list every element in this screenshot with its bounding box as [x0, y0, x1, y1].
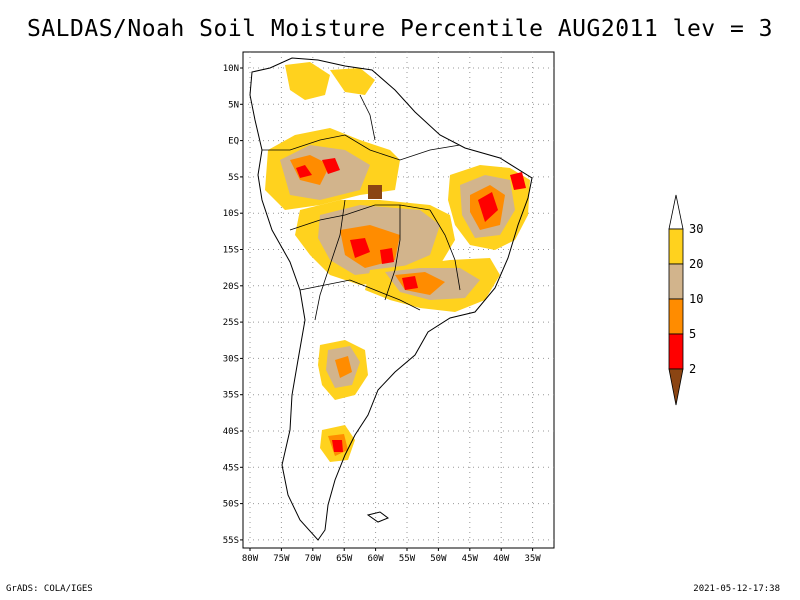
footer-credit: GrADS: COLA/IGES [6, 584, 93, 594]
lat-label: 40S [223, 427, 239, 437]
lon-label: 35W [524, 554, 541, 564]
lon-label: 80W [242, 554, 259, 564]
map-title: SALDAS/Noah Soil Moisture Percentile AUG… [26, 16, 774, 42]
lon-label: 65W [336, 554, 353, 564]
footer-timestamp: 2021-05-12-17:38 [693, 584, 780, 594]
colorbar-tick-5: 5 [689, 327, 696, 341]
lon-label: 70W [305, 554, 322, 564]
lat-label: 15S [223, 246, 239, 256]
lon-label: 75W [273, 554, 290, 564]
country-borders [262, 94, 461, 321]
lat-label: 25S [223, 318, 239, 328]
lon-label: 40W [493, 554, 510, 564]
lat-label: 10N [223, 64, 239, 74]
lon-label: 45W [462, 554, 479, 564]
lat-label: 55S [223, 536, 239, 546]
lat-label: 10S [223, 209, 239, 219]
lat-label: 45S [223, 463, 239, 473]
falkland-islands [366, 511, 390, 523]
colorbar-tick-30: 30 [689, 222, 703, 236]
soil-moisture-field [265, 62, 530, 462]
coastline [249, 57, 533, 541]
lon-label: 60W [367, 554, 384, 564]
lat-label: 30S [223, 354, 239, 364]
lat-label: EQ [228, 137, 239, 147]
lat-label: 35S [223, 391, 239, 401]
lat-label: 5N [228, 100, 239, 110]
lat-label: 20S [223, 282, 239, 292]
lon-label: 50W [430, 554, 447, 564]
lat-label: 5S [228, 173, 239, 183]
colorbar-top-arrow [668, 194, 684, 230]
lat-label: 50S [223, 500, 239, 510]
colorbar-band-10-20 [668, 263, 684, 300]
latitude-labels: 10N 5N EQ 5S 10S 15S 20S 25S 30S 35S 40S 45S 50S 55S [223, 64, 243, 546]
colorbar-band-5-10 [668, 298, 684, 335]
colorbar-bottom-arrow [668, 368, 684, 406]
longitude-labels: 80W 75W 70W 65W 60W 55W 50W 45W 40W 35W [242, 548, 541, 564]
colorbar: 30 20 10 5 2 [668, 194, 703, 406]
lon-label: 55W [399, 554, 416, 564]
colorbar-tick-10: 10 [689, 292, 703, 306]
colorbar-band-2-5 [668, 333, 684, 370]
colorbar-band-20-30 [668, 228, 684, 265]
plot-frame [242, 51, 555, 549]
colorbar-tick-2: 2 [689, 362, 696, 376]
colorbar-tick-20: 20 [689, 257, 703, 271]
